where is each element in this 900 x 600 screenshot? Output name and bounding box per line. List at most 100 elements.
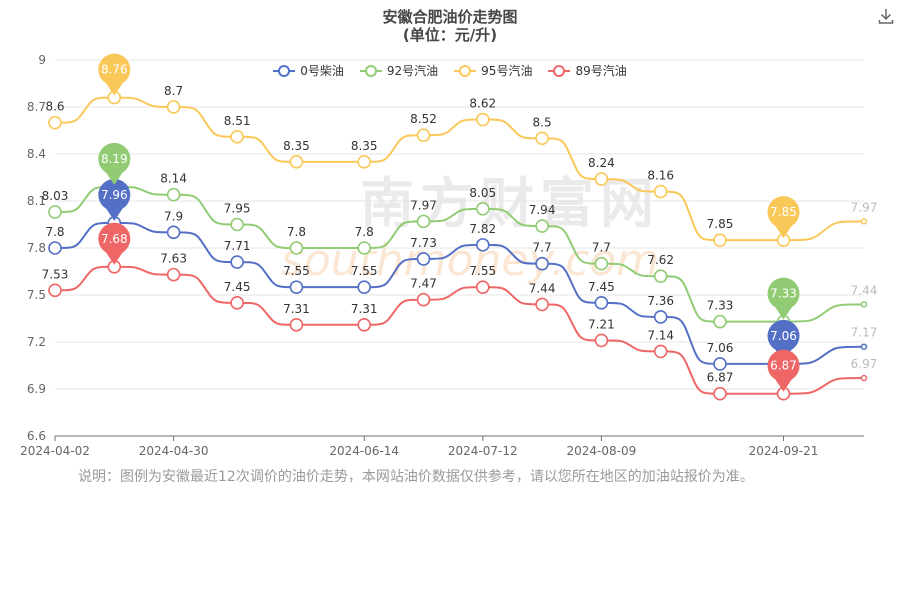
pin-label: 7.96 — [101, 188, 128, 202]
data-label: 7.8 — [355, 225, 374, 239]
data-point — [357, 317, 371, 332]
data-point — [416, 252, 431, 266]
data-label: 7.33 — [707, 299, 734, 313]
data-point — [416, 214, 431, 229]
watermark-cn-text: 南方财富网 — [360, 172, 660, 235]
data-point — [653, 184, 668, 199]
data-point — [653, 269, 668, 284]
data-point — [357, 241, 371, 255]
pin-head — [98, 53, 131, 86]
data-label: 7.95 — [224, 202, 251, 216]
data-point — [230, 296, 244, 310]
data-label: 7.94 — [529, 203, 556, 217]
data-point — [475, 202, 490, 216]
data-point — [357, 280, 371, 294]
data-point — [357, 155, 371, 169]
chart-title: 安徽合肥油价走势图 — [382, 8, 518, 26]
data-point — [860, 218, 868, 225]
data-point — [416, 292, 431, 307]
data-point — [230, 217, 244, 232]
download-icon[interactable] — [876, 6, 896, 26]
data-point — [475, 238, 490, 252]
legend-label: 92号汽油 — [386, 64, 439, 78]
data-point — [713, 386, 727, 401]
data-label: 7.8 — [287, 225, 306, 239]
data-point — [230, 255, 244, 269]
data-point — [48, 283, 62, 298]
data-point — [289, 280, 304, 294]
pin-label: 7.33 — [770, 287, 797, 301]
y-tick-label: 8.4 — [27, 147, 46, 161]
legend-marker — [454, 64, 477, 78]
pin-label: 8.76 — [101, 63, 128, 77]
data-point — [594, 333, 609, 348]
data-label: 7.14 — [647, 328, 674, 342]
pin-head — [767, 349, 800, 382]
data-label: 7.85 — [707, 217, 734, 231]
data-label: 7.45 — [224, 280, 251, 294]
pin-head — [98, 142, 131, 175]
data-label: 7.97 — [410, 198, 437, 212]
y-tick-label: 9 — [38, 53, 46, 67]
data-point — [166, 267, 181, 282]
data-point — [653, 344, 668, 359]
y-tick-label: 8.1 — [27, 194, 46, 208]
data-label: 7.63 — [160, 252, 187, 266]
pin-label: 8.19 — [101, 152, 128, 166]
markers: 7.96 7.06 8.19 7.33 8.76 7.85 7.68 6.87 — [98, 53, 800, 392]
data-label: 7.62 — [647, 253, 674, 267]
pin-marker: 7.96 — [98, 178, 131, 221]
legend-item-gasoline-92[interactable]: 92号汽油 — [359, 62, 439, 79]
pin-marker: 7.85 — [767, 196, 800, 239]
data-label: 7.82 — [469, 222, 496, 236]
pin-head — [767, 277, 800, 310]
y-tick-label: 6.9 — [27, 382, 46, 396]
data-point — [230, 129, 244, 144]
data-point — [860, 343, 868, 350]
data-label: 8.7 — [164, 84, 183, 98]
data-label: 7.9 — [164, 209, 183, 223]
x-tick-label: 2024-06-14 — [329, 444, 399, 458]
legend-item-gasoline-95[interactable]: 95号汽油 — [454, 62, 532, 79]
data-label: 8.62 — [469, 97, 496, 111]
legend-item-diesel-0[interactable]: 0号柴油 — [273, 62, 344, 79]
y-tick-label: 7.2 — [27, 335, 46, 349]
data-label: 8.52 — [410, 112, 437, 126]
data-point — [860, 374, 868, 382]
data-label: 7.55 — [469, 264, 496, 278]
data-point — [289, 241, 304, 255]
data-point — [166, 225, 181, 240]
legend-label: 0号柴油 — [300, 64, 344, 78]
data-point — [535, 297, 549, 312]
data-label: 8.6 — [45, 100, 64, 114]
data-point — [289, 317, 304, 332]
data-point — [166, 100, 181, 114]
data-label: 8.24 — [588, 156, 615, 170]
data-point — [535, 256, 549, 271]
data-point — [535, 131, 549, 146]
data-point — [594, 172, 609, 186]
data-point — [166, 187, 181, 202]
pin-marker: 6.87 — [767, 349, 800, 392]
data-label: 7.71 — [224, 239, 251, 253]
legend-marker — [548, 64, 571, 78]
data-label: 7.8 — [45, 225, 64, 239]
data-labels: 7.8 7.9 7.71 7.55 7.55 7.73 7.82 7.7 7.45 7.36 7.0… — [42, 84, 878, 385]
y-tick-label: 7.8 — [27, 241, 46, 255]
x-tick-label: 2024-04-02 — [20, 444, 90, 458]
pin-head — [98, 222, 131, 255]
series-line — [54, 185, 865, 323]
pin-label: 7.68 — [101, 232, 128, 246]
pin-marker: 8.76 — [98, 53, 131, 96]
data-point — [416, 128, 431, 142]
data-point — [713, 357, 727, 371]
data-label: 7.45 — [588, 280, 615, 294]
data-label: 7.7 — [592, 241, 611, 255]
legend-item-gasoline-89[interactable]: 89号汽油 — [548, 62, 627, 79]
data-label: 8.03 — [42, 189, 69, 203]
legend-marker — [273, 64, 296, 78]
data-label: 7.31 — [283, 302, 310, 316]
data-label: 8.5 — [533, 115, 552, 129]
pin-head — [767, 196, 800, 229]
